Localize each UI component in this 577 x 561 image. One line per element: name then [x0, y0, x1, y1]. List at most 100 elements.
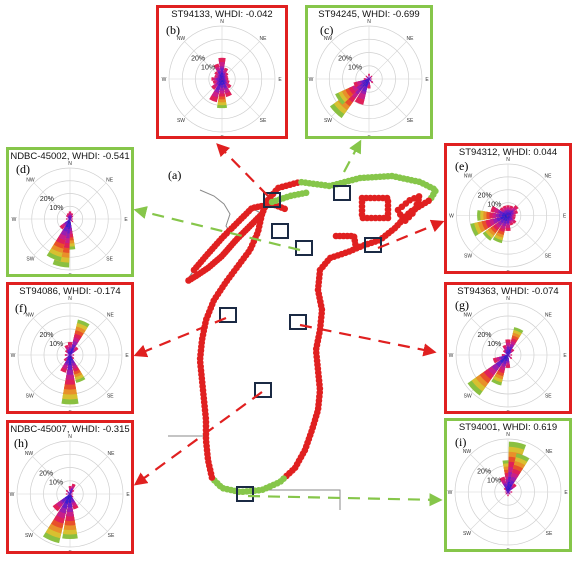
rose-petal — [507, 213, 509, 216]
compass-label: N — [506, 296, 510, 302]
compass-label: W — [10, 492, 15, 498]
shoreline-station-marker — [302, 189, 310, 197]
rose-petal — [70, 494, 71, 496]
compass-label: E — [125, 353, 129, 359]
panel-title: NDBC-45007, WHDI: -0.315 — [10, 424, 130, 435]
rose-petal — [69, 353, 70, 355]
panel-title: ST94312, WHDI: 0.044 — [458, 147, 558, 158]
wind-rose-plot: N NE E SE S SW W NW 20% 10% — [449, 157, 567, 271]
station-marker-box — [289, 314, 307, 330]
rose-spoke — [69, 493, 108, 532]
compass-label: E — [563, 214, 567, 220]
ring-label: 10% — [49, 341, 63, 348]
panel-title: ST94001, WHDI: 0.619 — [458, 422, 558, 433]
compass-label: SE — [546, 531, 553, 537]
rose-petal — [69, 492, 71, 494]
compass-label: SW — [464, 253, 472, 259]
compass-label: W — [11, 353, 16, 359]
compass-label: NW — [464, 313, 473, 319]
rose-petal — [68, 219, 70, 221]
compass-label: W — [449, 353, 454, 359]
compass-label: N — [367, 19, 371, 25]
rose-spoke — [470, 454, 509, 493]
compass-label: NE — [544, 174, 552, 180]
compass-label: NE — [107, 313, 115, 319]
rose-petal — [508, 214, 509, 216]
compass-label: N — [506, 157, 510, 163]
compass-label: NW — [25, 451, 34, 457]
rose-spoke — [33, 318, 71, 356]
compass-label: E — [126, 492, 130, 498]
shoreline-station-marker — [396, 211, 404, 218]
connector-arrow-c — [343, 139, 362, 173]
rose-petal — [365, 79, 369, 82]
rose-petal — [67, 494, 70, 499]
rose-petal — [221, 79, 223, 82]
land-boundary-line — [199, 189, 233, 235]
compass-label: SE — [545, 253, 552, 259]
rose-spoke — [470, 491, 509, 530]
rose-petal — [504, 215, 508, 218]
compass-label: SE — [107, 393, 114, 399]
ring-label: 20% — [477, 332, 491, 339]
rose-petal — [508, 488, 511, 492]
compass-label: SE — [260, 118, 267, 124]
ring-label: 10% — [348, 65, 362, 72]
rose-petal — [507, 354, 508, 355]
compass-label: NE — [407, 36, 415, 42]
ring-label: 20% — [478, 192, 492, 199]
rose-petal — [220, 79, 224, 85]
station-marker-box — [295, 240, 313, 256]
shoreline-markers — [185, 172, 439, 496]
rose-petal — [70, 351, 72, 355]
compass-label: NE — [108, 451, 116, 457]
panel-title: ST94363, WHDI: -0.074 — [457, 286, 559, 297]
compass-label: SW — [26, 257, 34, 263]
ring-label: 10% — [49, 480, 63, 487]
ring-label: 10% — [49, 205, 63, 212]
compass-label: SW — [463, 531, 471, 537]
compass-label: SE — [108, 533, 115, 539]
wind-rose-plot: N NE E SE S SW W NW 20% 10% — [449, 296, 568, 411]
rose-petal — [503, 355, 508, 360]
compass-label: SW — [324, 118, 332, 124]
compass-label: SW — [177, 118, 185, 124]
rose-petal — [222, 79, 223, 81]
station-marker-box — [236, 486, 254, 502]
rose-petal — [508, 354, 509, 355]
rose-petal — [508, 215, 510, 216]
shoreline-station-marker — [185, 277, 192, 284]
panel-letter: (i) — [455, 435, 467, 449]
compass-label: NE — [546, 449, 554, 455]
rose-petal — [507, 490, 508, 492]
ring-label: 20% — [39, 332, 53, 339]
compass-label: SW — [25, 533, 33, 539]
ring-label: 20% — [39, 470, 53, 477]
rose-spoke — [69, 218, 107, 256]
panel-letter: (h) — [14, 436, 28, 450]
rose-spoke — [33, 182, 71, 220]
station-marker-box — [254, 382, 272, 398]
compass-label: W — [162, 77, 167, 83]
compass-label: N — [68, 296, 72, 302]
rose-petal — [220, 79, 222, 82]
panel-letter: (g) — [455, 298, 469, 312]
rose-petal — [69, 494, 71, 499]
shoreline-station-marker — [281, 205, 289, 213]
rose-spoke — [69, 354, 107, 392]
wind-rose-plot: N NE E SE S SW W NW 20% 10% — [162, 19, 283, 136]
connector-arrow-h — [133, 391, 263, 486]
rose-petal — [70, 355, 72, 358]
compass-label: NE — [106, 177, 114, 183]
rose-petal — [506, 215, 508, 219]
station-marker-box — [219, 307, 237, 323]
rose-petal — [367, 79, 369, 82]
compass-label: E — [124, 217, 128, 223]
rose-petal — [222, 77, 223, 79]
connector-arrow-b — [216, 143, 269, 197]
rose-spoke — [368, 78, 407, 117]
rose-petal — [220, 79, 222, 81]
compass-label: E — [425, 77, 429, 83]
